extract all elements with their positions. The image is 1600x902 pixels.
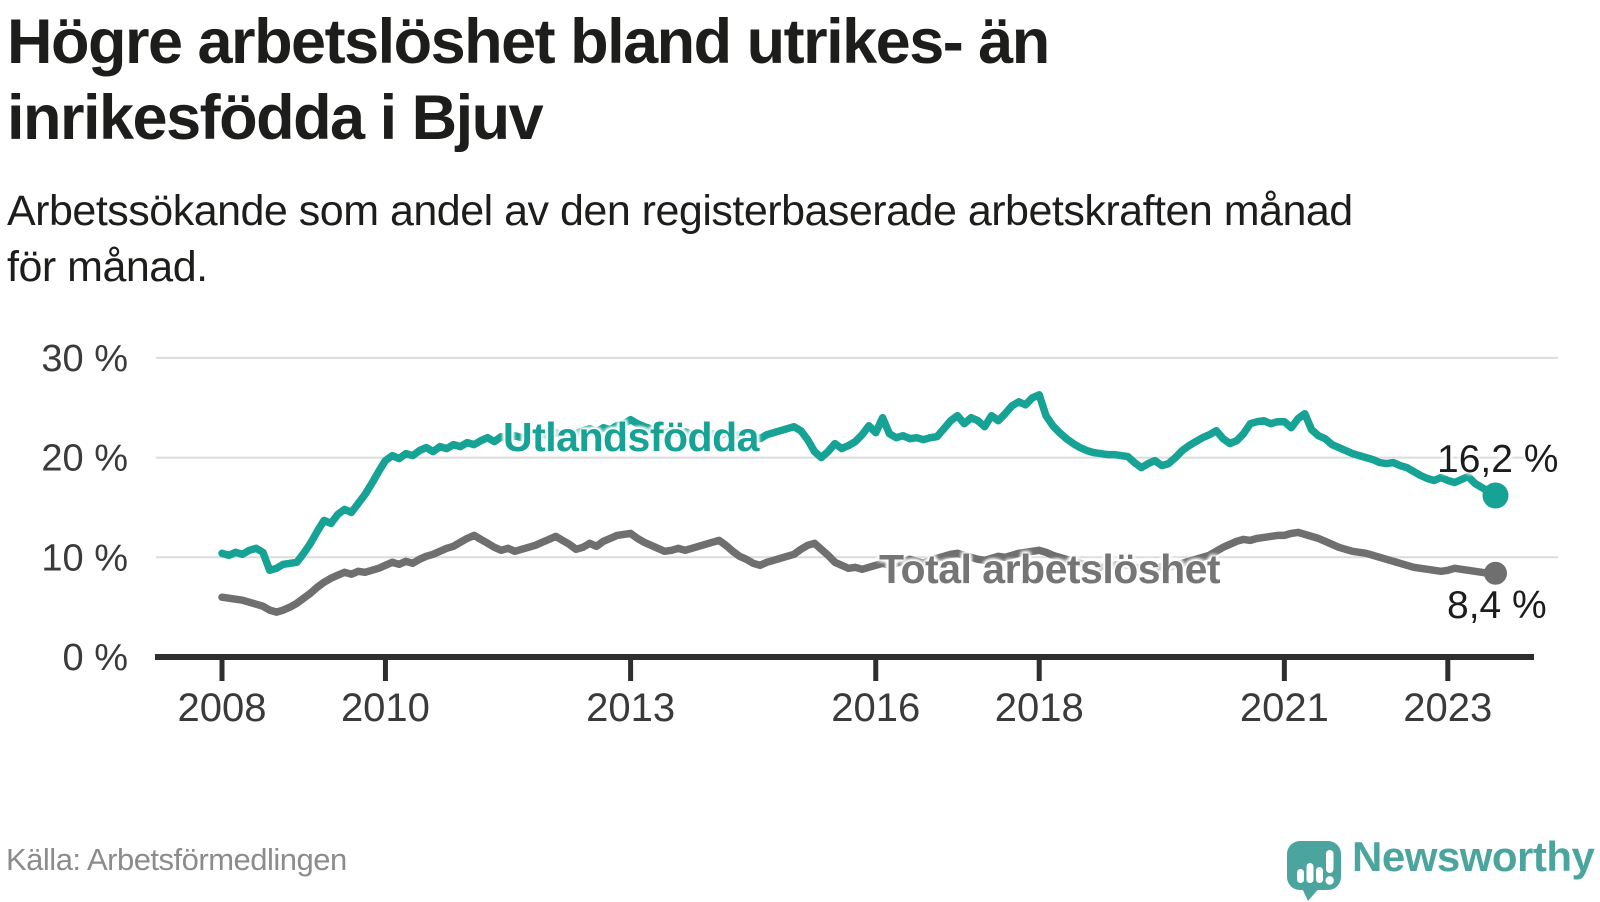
x-axis-tick-label: 2010 [341,686,430,730]
x-axis-tick-label: 2018 [995,686,1084,730]
page-title: Högre arbetslöshet bland utrikes- än inr… [7,4,1457,156]
newsworthy-bubble-chart-icon [1287,841,1341,901]
x-axis-tick-label: 2021 [1240,686,1329,730]
title-line-2: inrikesfödda i Bjuv [7,83,544,154]
end-point-dot-total [1484,561,1507,585]
subtitle-line-2: för månad. [7,242,208,291]
end-point-dot-utlandsfodda [1482,482,1509,509]
end-value-label-total: 8,4 % [1447,584,1547,627]
y-axis-tick-label: 30 % [41,338,128,380]
newsworthy-wordmark: Newsworthy [1352,833,1595,880]
y-axis-tick-label: 10 % [41,537,128,579]
title-line-1: Högre arbetslöshet bland utrikes- än [7,7,1050,77]
y-axis-tick-label: 20 % [41,438,128,480]
y-axis-tick-label: 0 % [63,637,128,679]
x-axis-tick-label: 2023 [1403,686,1492,730]
series-label-total-arbetsloshet: Total arbetslöshet [879,546,1221,592]
newsworthy-logo: Newsworthy [1286,833,1596,901]
series-label-utlandsfodda: Utlandsfödda [503,414,759,460]
x-axis-tick-label: 2013 [586,686,675,730]
data-line-utlandsfodda [218,391,1500,575]
x-axis-tick-label: 2016 [831,686,920,730]
x-axis-tick-label: 2008 [178,686,267,730]
subtitle-line-1: Arbetssökande som andel av den registerb… [7,187,1353,235]
data-line-total [218,528,1500,616]
end-value-label-utlandsfodda: 16,2 % [1437,438,1559,481]
source-note: Källa: Arbetsförmedlingen [6,842,347,877]
chart-subtitle: Arbetssökande som andel av den registerb… [7,184,1567,296]
line-chart-canvas: 0 % 10 % 20 % 30 % 2008 2010 2013 2016 2018 2021 2… [41,338,1558,730]
